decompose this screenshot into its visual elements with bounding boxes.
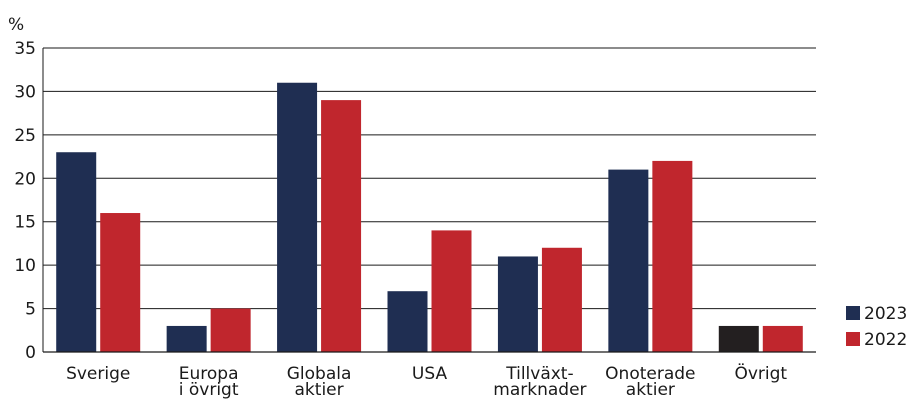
x-category-label: Europa [179,364,239,384]
x-category-label: i övrigt [179,380,239,400]
y-tick-label: 25 [14,126,36,146]
legend: 2023 2022 [846,304,907,350]
bar-2022-4 [541,247,582,352]
x-category-label: Tillväxt- [505,364,573,384]
bar-2023-0 [56,152,97,352]
bar-2023-5 [608,169,649,352]
bar-2023-2 [277,82,318,352]
x-category-label: Onoterade [605,364,695,384]
x-category-label: aktier [626,380,675,400]
y-tick-label: 35 [14,39,36,59]
gridlines [42,47,816,352]
y-tick-label: 5 [25,300,36,320]
bar-2022-0 [100,213,141,352]
y-tick-label: 15 [14,213,36,233]
x-category-label: Övrigt [734,362,787,384]
bar-2023-3 [387,291,428,352]
bar-2023-6 [718,325,759,352]
bar-2023-4 [497,256,538,352]
bars [56,82,803,352]
x-category-label: marknader [493,380,586,400]
bar-2022-5 [652,160,693,352]
x-category-label: Globala [287,364,352,384]
y-tick-label: 20 [14,169,36,189]
y-tick-label: 0 [25,343,36,363]
legend-swatch-2023 [846,306,860,320]
bar-2022-2 [321,100,362,352]
bar-2023-1 [166,325,207,352]
bar-2022-3 [431,230,472,352]
legend-label-2022: 2022 [864,330,907,350]
y-tick-label: 30 [14,82,36,102]
legend-swatch-2022 [846,332,860,346]
y-axis-ticks: 0 5 10 15 20 25 30 35 [14,39,36,363]
legend-label-2023: 2023 [864,304,907,324]
y-unit-label: % [8,15,24,35]
bar-2022-1 [210,308,251,352]
x-category-label: aktier [295,380,344,400]
y-tick-label: 10 [14,256,36,276]
x-category-label: USA [412,364,448,384]
x-category-label: Sverige [66,364,130,384]
bar-2022-6 [762,325,803,352]
